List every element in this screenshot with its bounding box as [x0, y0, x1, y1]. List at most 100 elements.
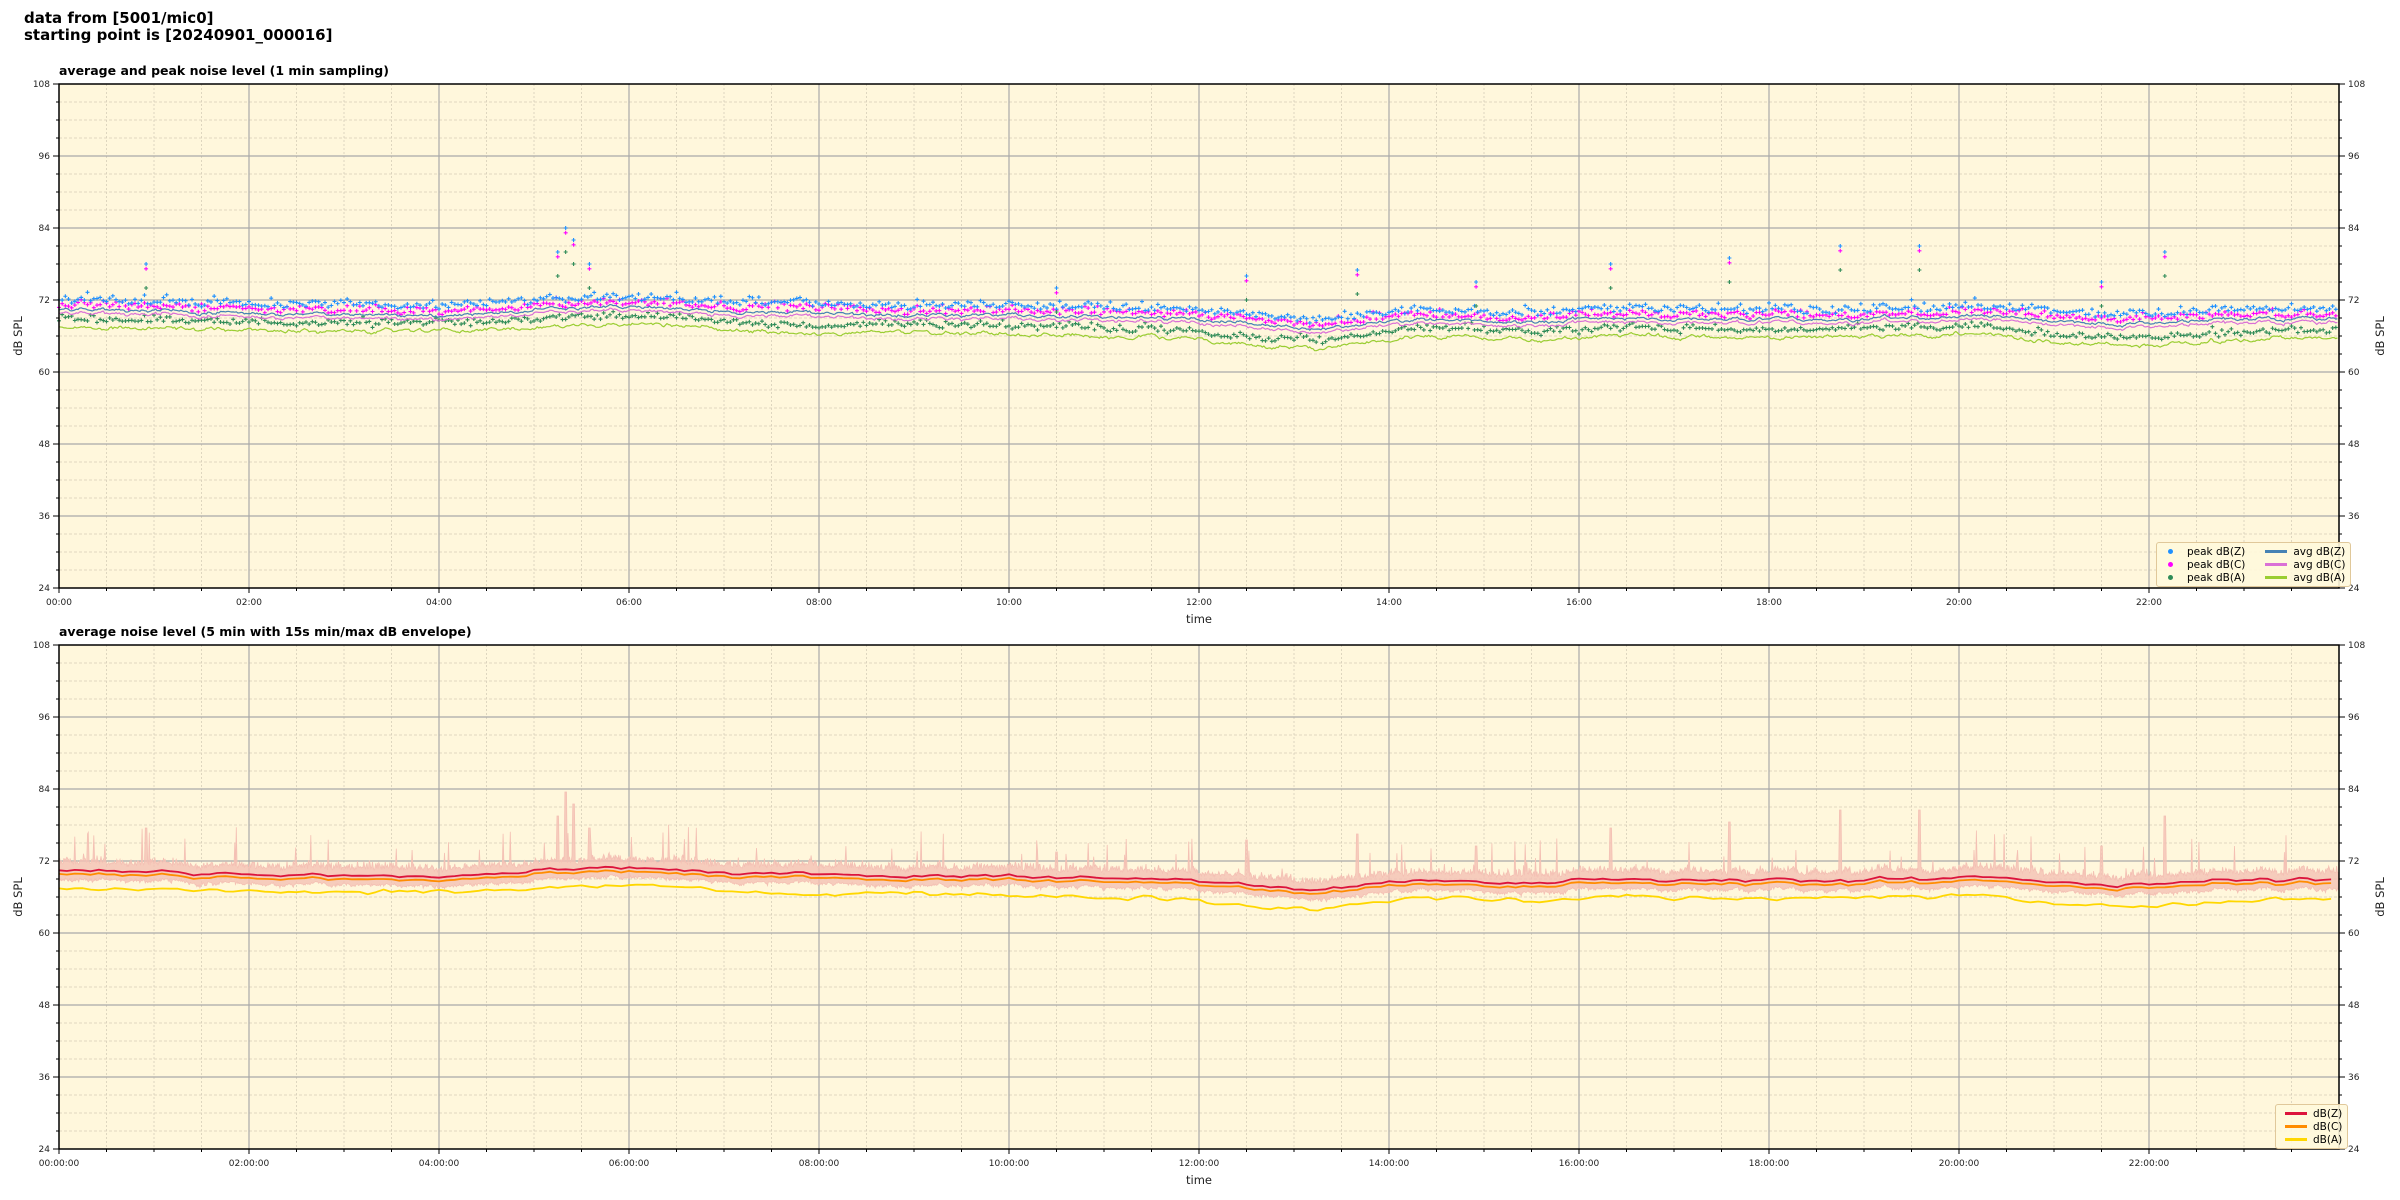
peak-z-point — [1117, 307, 1122, 312]
peak-z-point — [1542, 311, 1547, 316]
peak-a-point — [1820, 327, 1825, 332]
peak-a-point — [1048, 323, 1053, 328]
x-tick-label: 02:00 — [236, 598, 262, 608]
peak-z-point — [1222, 308, 1227, 313]
peak-z-point — [946, 305, 951, 310]
peak-a-point — [2086, 334, 2091, 339]
peak-z-point — [60, 298, 65, 303]
legend-label: dB(A) — [2313, 1133, 2343, 1146]
peak-c-point — [1092, 310, 1097, 315]
peak-a-point — [2010, 327, 2015, 332]
peak-a-point — [2223, 332, 2227, 337]
peak-a-point — [1738, 329, 1743, 334]
peak-z-point — [1757, 306, 1762, 311]
peak-a-point — [247, 320, 251, 325]
peak-c-point — [731, 307, 736, 312]
peak-z-point — [1482, 309, 1486, 314]
peak-z-point — [1136, 306, 1141, 311]
peak-z-point — [1057, 299, 1062, 304]
peak-a-point — [690, 314, 695, 319]
peak-c-point — [1637, 312, 1642, 317]
peak-c-point — [981, 309, 986, 314]
peak-a-point — [1786, 328, 1790, 333]
peak-c-point — [427, 309, 432, 314]
peak-z-point — [604, 292, 609, 297]
x-tick-label: 04:00 — [426, 598, 452, 608]
x-tick-label: 22:00:00 — [2129, 1159, 2170, 1169]
peak-a-point — [1710, 326, 1714, 331]
peak-c-point — [506, 305, 511, 310]
peak-a-point — [858, 324, 863, 329]
peak-c-point — [1412, 313, 1417, 318]
peak-z-point — [1494, 310, 1499, 315]
peak-a-point — [186, 320, 191, 325]
peak-a-point — [1488, 328, 1493, 333]
peak-c-point — [756, 304, 761, 309]
peak-z-point — [326, 305, 331, 310]
peak-c-point — [367, 305, 372, 310]
peak-c-point — [1000, 309, 1005, 314]
peak-z-point — [1703, 308, 1708, 313]
y-tick-label-right: 96 — [2348, 713, 2360, 723]
peak-c-point — [487, 307, 492, 312]
peak-a-point — [310, 319, 315, 324]
peak-z-point — [1263, 311, 1268, 316]
peak-z-point — [1250, 310, 1255, 315]
peak-a-point — [1779, 328, 1784, 333]
peak-c-point — [1649, 312, 1654, 317]
peak-z-point — [1317, 314, 1322, 319]
peak-a-point — [2102, 334, 2107, 339]
peak-z-point — [367, 300, 372, 305]
peak-c-point — [775, 305, 780, 310]
peak-z-point — [1640, 304, 1645, 309]
peak-z-point — [1257, 310, 1262, 315]
peak-z-point — [1003, 301, 1008, 306]
y-tick-label-right: 84 — [2348, 785, 2360, 795]
peak-z-point — [1285, 312, 1290, 317]
peak-a-point — [2039, 327, 2044, 332]
peak-z-point — [405, 302, 410, 307]
peak-a-point — [1108, 329, 1113, 334]
peak-c-point — [1064, 308, 1068, 313]
peak-a-point — [272, 320, 277, 325]
peak-z-point — [1463, 309, 1467, 314]
peak-a-point — [1326, 336, 1331, 341]
peak-z-point — [98, 295, 103, 300]
peak-a-point — [2067, 334, 2072, 339]
peak-c-point — [604, 300, 609, 305]
peak-c-point — [196, 309, 201, 314]
peak-z-point — [1111, 306, 1116, 311]
peak-z-point — [1491, 313, 1496, 318]
y-tick-label: 84 — [39, 224, 51, 234]
peak-a-point — [66, 314, 71, 319]
peak-z-point — [617, 298, 622, 303]
peak-c-point — [91, 305, 96, 310]
peak-c-point — [1472, 312, 1477, 317]
peak-a-point — [1105, 328, 1110, 333]
peak-c-point — [231, 304, 236, 309]
peak-a-point — [1478, 328, 1483, 333]
peak-a-point — [927, 321, 932, 326]
peak-c-point — [924, 311, 929, 316]
peak-a-point — [1250, 332, 1255, 337]
peak-z-point — [199, 304, 204, 309]
peak-z-point — [541, 296, 546, 301]
peak-a-point — [478, 318, 483, 323]
peak-z-point — [1244, 312, 1249, 317]
peak-c-point — [1241, 314, 1246, 319]
peak-z-point — [513, 298, 517, 303]
peak-a-point — [2188, 332, 2193, 337]
peak-z-point — [1007, 299, 1011, 304]
peak-a-point — [2251, 330, 2256, 335]
peak-c-point — [538, 303, 543, 308]
peak-z-point — [1146, 308, 1151, 313]
peak-a-point — [465, 317, 470, 322]
peak-c-point — [1434, 315, 1439, 320]
peak-z-point — [969, 300, 973, 305]
chart2-title: average noise level (5 min with 15s min/… — [59, 624, 472, 639]
legend-avg-c: avg dB(C) — [2261, 558, 2345, 571]
peak-a-point — [117, 318, 122, 323]
peak-c-point — [66, 304, 71, 309]
peak-c-point — [155, 304, 160, 309]
peak-c-point — [275, 309, 280, 314]
